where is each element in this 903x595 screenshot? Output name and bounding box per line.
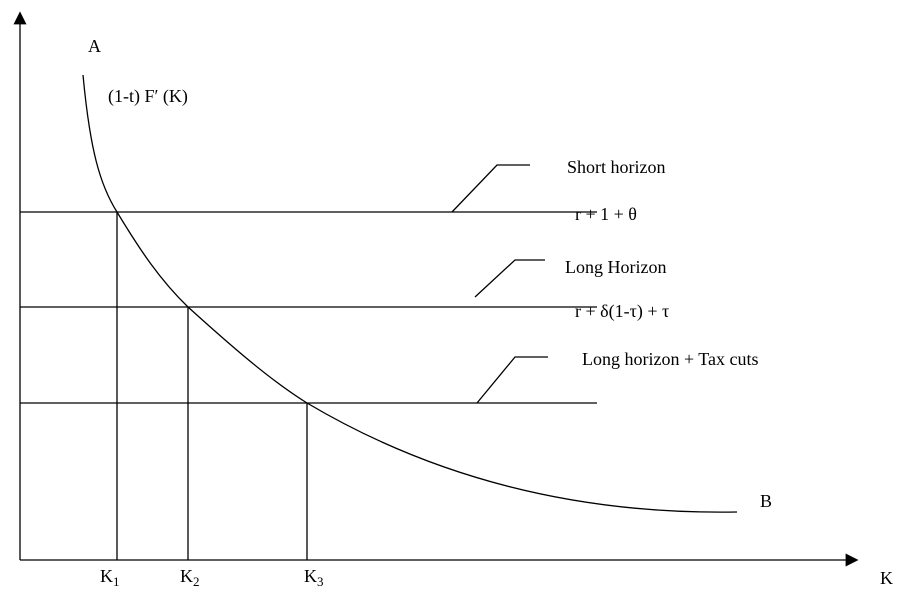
label-a: A xyxy=(88,36,101,56)
k-sub: 2 xyxy=(193,574,200,589)
line-formula: r + 1 + θ xyxy=(575,204,637,224)
leader-line xyxy=(474,259,545,298)
leader-line xyxy=(451,164,530,213)
k-base: K xyxy=(100,566,113,586)
k-sub: 3 xyxy=(317,574,324,589)
k-base: K xyxy=(180,566,193,586)
k-label: K1 xyxy=(100,566,120,589)
k-label: K2 xyxy=(180,566,200,589)
line-name: Short horizon xyxy=(567,157,666,177)
line-name: Long Horizon xyxy=(565,257,666,277)
demand-curve xyxy=(82,74,738,513)
curve-label: (1-t) F′ (K) xyxy=(108,86,188,107)
x-axis-label: K xyxy=(880,568,893,588)
k-base: K xyxy=(304,566,317,586)
label-b: B xyxy=(760,491,772,511)
k-label: K3 xyxy=(304,566,324,589)
leader-line xyxy=(476,356,548,404)
line-name: Long horizon + Tax cuts xyxy=(582,349,759,369)
k-sub: 1 xyxy=(113,574,120,589)
line-formula: r + δ(1-τ) + τ xyxy=(575,301,669,322)
